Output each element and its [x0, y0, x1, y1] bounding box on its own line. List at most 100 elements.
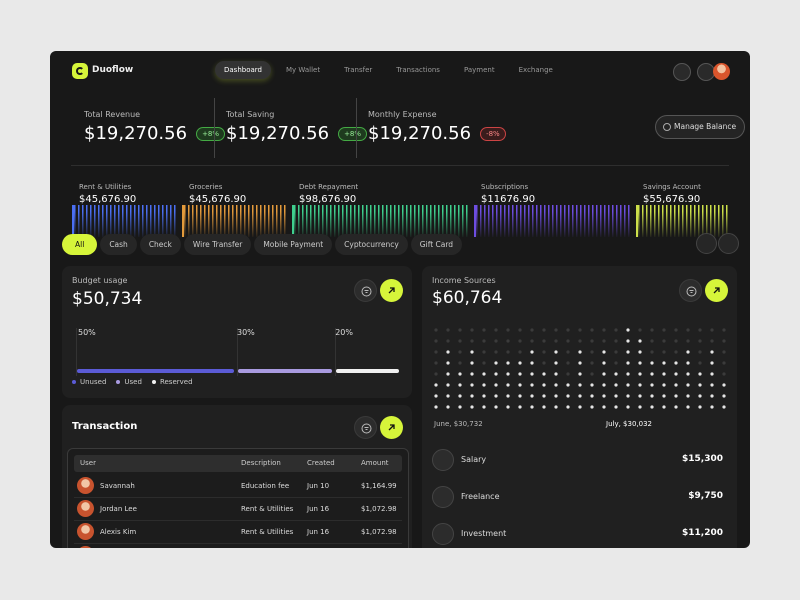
- dot: [590, 328, 594, 332]
- income-title: Income Sources: [432, 276, 496, 285]
- source-label: Investment: [461, 529, 507, 538]
- dot: [698, 339, 702, 343]
- dot: [458, 350, 462, 354]
- view-toggle[interactable]: [696, 233, 717, 254]
- gear-icon: [663, 123, 671, 131]
- dot: [434, 350, 438, 354]
- category-bar: [292, 205, 468, 237]
- dot: [566, 328, 570, 332]
- dot: [566, 405, 570, 409]
- filter-chip[interactable]: Gift Card: [410, 234, 463, 255]
- dot: [674, 372, 678, 376]
- dot: [494, 350, 498, 354]
- dot: [506, 394, 510, 398]
- dot: [662, 372, 666, 376]
- table-cell: Savannah: [100, 482, 135, 490]
- source-label: Salary: [461, 455, 487, 464]
- dot: [578, 394, 582, 398]
- dot: [674, 339, 678, 343]
- dot: [458, 394, 462, 398]
- dot: [446, 339, 450, 343]
- dot: [602, 350, 606, 354]
- dot: [638, 383, 642, 387]
- dot: [458, 361, 462, 365]
- nav-item[interactable]: My Wallet: [285, 66, 321, 74]
- legend-dot: [151, 380, 156, 384]
- dot: [554, 350, 558, 354]
- category-amount: $45,676.90: [79, 194, 137, 205]
- open-button[interactable]: [380, 416, 403, 439]
- filter-chip[interactable]: Cash: [100, 234, 137, 255]
- user-avatar: [77, 523, 94, 540]
- filters: All Cash Check Wire Transfer Mobile Payment C…: [62, 234, 463, 255]
- legend-label: Used: [124, 378, 142, 386]
- nav-item[interactable]: Transfer: [344, 66, 373, 74]
- budget-bars: 50% 30% 20%: [76, 328, 399, 376]
- dot: [434, 328, 438, 332]
- dot: [482, 383, 486, 387]
- legend-item: Used: [116, 378, 142, 386]
- income-panel: Income Sources $60,764 June, $30,732 July, …: [422, 266, 737, 548]
- dot: [710, 361, 714, 365]
- dot: [494, 394, 498, 398]
- table-header: [74, 455, 402, 472]
- dot: [590, 405, 594, 409]
- dot: [686, 339, 690, 343]
- dot: [446, 328, 450, 332]
- dot: [566, 383, 570, 387]
- dot: [482, 350, 486, 354]
- dot: [710, 339, 714, 343]
- dot: [602, 405, 606, 409]
- dot: [662, 394, 666, 398]
- dot: [674, 328, 678, 332]
- stat-change: +8%: [338, 126, 368, 141]
- dot: [722, 339, 726, 343]
- nav-item[interactable]: Transactions: [396, 66, 440, 74]
- transaction-panel: Transaction User Description Created Amount S…: [62, 405, 412, 548]
- dot: [686, 372, 690, 376]
- dot: [686, 394, 690, 398]
- filter-button[interactable]: [679, 279, 702, 302]
- header-icon[interactable]: [673, 63, 691, 81]
- filter-chip[interactable]: Wire Transfer: [183, 234, 252, 255]
- budget-percent: 20%: [335, 328, 353, 337]
- stat-value: $19,270.56: [84, 123, 188, 144]
- legend-label: Unused: [80, 378, 107, 386]
- dot: [494, 372, 498, 376]
- filter-chip[interactable]: All: [62, 234, 98, 255]
- budget-segment: 20%: [335, 328, 399, 376]
- manage-balance-button[interactable]: Manage Balance: [655, 115, 746, 139]
- dot: [518, 339, 522, 343]
- dot: [602, 372, 606, 376]
- table-cell: Jun 16: [307, 505, 330, 513]
- open-button[interactable]: [705, 279, 728, 302]
- nav-item[interactable]: Dashboard: [215, 61, 271, 79]
- filter-chip[interactable]: Check: [139, 234, 181, 255]
- filter-button[interactable]: [354, 279, 377, 302]
- open-button[interactable]: [380, 279, 403, 302]
- dot: [626, 350, 630, 354]
- dot: [518, 405, 522, 409]
- filter-button[interactable]: [354, 416, 377, 439]
- dot: [722, 405, 726, 409]
- dot: [638, 339, 642, 343]
- dot: [614, 383, 618, 387]
- view-toggle[interactable]: [718, 233, 739, 254]
- dot: [626, 361, 630, 365]
- dot: [650, 328, 654, 332]
- filter-chip[interactable]: Mobile Payment: [254, 234, 333, 255]
- dot: [458, 405, 462, 409]
- nav-item[interactable]: Payment: [463, 66, 495, 74]
- dot: [482, 405, 486, 409]
- dot: [698, 361, 702, 365]
- nav-item[interactable]: Exchange: [518, 66, 553, 74]
- dot: [674, 383, 678, 387]
- filter-chip[interactable]: Cyptocurrency: [335, 234, 408, 255]
- transaction-title: Transaction: [72, 421, 138, 432]
- dot: [482, 372, 486, 376]
- dot: [638, 394, 642, 398]
- source-icon: [432, 523, 454, 545]
- dot: [446, 394, 450, 398]
- column-header: Created: [307, 459, 335, 467]
- dot: [578, 339, 582, 343]
